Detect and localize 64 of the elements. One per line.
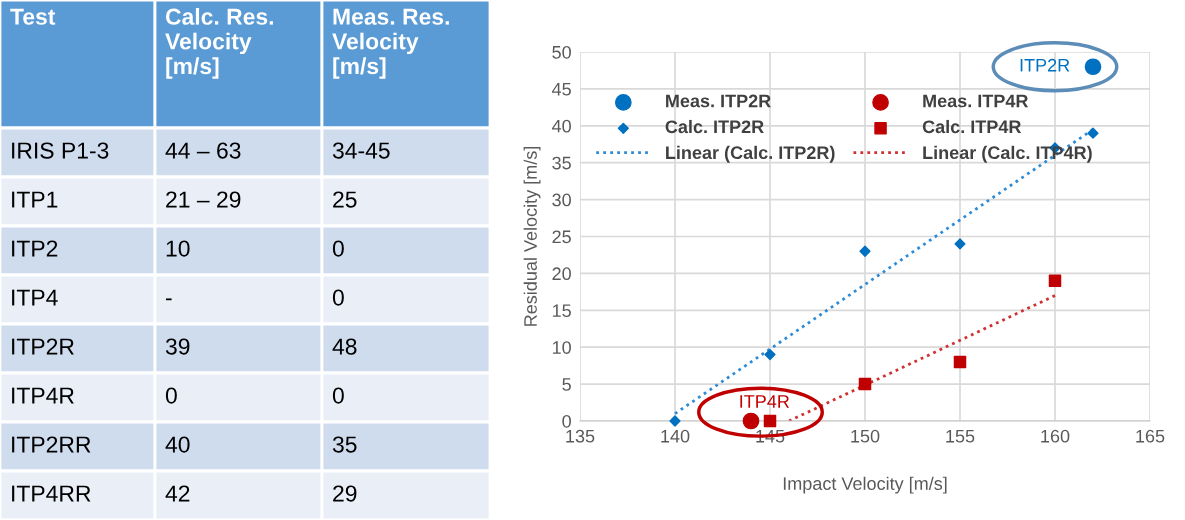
text: Test <box>10 8 56 25</box>
x-tick-label: 160 <box>1041 429 1070 443</box>
legend-label: Meas. ITP4R <box>923 94 1029 108</box>
text: ITP4 <box>12 289 58 306</box>
y-tick-label: 15 <box>552 304 571 318</box>
y-tick-label: 45 <box>552 83 571 96</box>
text: ITP2RR <box>12 436 91 453</box>
legend-label: Calc. ITP2R <box>665 119 764 134</box>
x-tick-label: 165 <box>1136 429 1165 443</box>
point <box>859 245 871 257</box>
text: 39 <box>165 338 190 355</box>
text: IRIS P1-3 <box>12 142 109 159</box>
text: Calc. Res. Velocity [m/s] <box>165 8 273 79</box>
y-tick-label: 30 <box>552 193 571 207</box>
annotation: ITP4R <box>740 395 790 408</box>
y-tick-label: 5 <box>562 378 571 391</box>
text: ITP4R <box>12 387 74 404</box>
y-tick-label: 0 <box>562 414 571 428</box>
y-tick-label: 25 <box>552 230 571 244</box>
text: 35 <box>332 436 357 453</box>
text: ITP2R <box>12 338 74 355</box>
text: 44 – 63 <box>165 142 241 159</box>
legend-label: Linear (Calc. ITP4R) <box>923 145 1092 163</box>
text: - <box>166 298 172 301</box>
text: 34-45 <box>332 142 390 159</box>
point <box>742 412 760 430</box>
text: 29 <box>333 485 357 502</box>
text: 10 <box>166 240 190 257</box>
y-tick-label: 20 <box>552 267 571 281</box>
text: ITP4RR <box>12 485 91 502</box>
x-axis-title: Impact Velocity [m/s] <box>783 476 947 494</box>
y-axis-title: Residual Velocity [m/s] <box>523 146 541 326</box>
point <box>764 348 776 361</box>
annotation: ITP2R <box>1020 58 1070 72</box>
text: 42 <box>165 485 190 502</box>
text: 0 <box>332 289 344 306</box>
text: 48 <box>332 338 357 355</box>
text: 25 <box>333 191 357 208</box>
text: 0 <box>165 387 177 404</box>
y-tick-label: 10 <box>552 341 571 354</box>
y-tick-label: 40 <box>552 119 571 133</box>
text: Meas. Res. Velocity [m/s] <box>332 8 449 79</box>
text: 21 – 29 <box>166 191 241 208</box>
x-tick-label: 140 <box>661 429 690 443</box>
point <box>954 238 966 250</box>
text: ITP1 <box>12 191 58 208</box>
legend-label: Meas. ITP2R <box>666 94 771 108</box>
point <box>1048 274 1062 288</box>
text: 0 <box>332 387 344 404</box>
point <box>1084 58 1102 76</box>
point <box>763 414 777 428</box>
x-tick-label: 135 <box>566 429 595 443</box>
point <box>953 355 967 369</box>
text: ITP2 <box>12 240 58 257</box>
text: 0 <box>332 240 344 257</box>
point <box>1087 127 1099 139</box>
y-tick-label: 35 <box>552 156 571 170</box>
point <box>858 377 872 391</box>
x-tick-label: 150 <box>851 429 880 443</box>
legend-label: Linear (Calc. ITP2R) <box>666 145 835 163</box>
y-tick-label: 50 <box>552 45 571 59</box>
text: 40 <box>165 436 190 453</box>
x-tick-label: 155 <box>946 430 975 443</box>
legend-label: Calc. ITP4R <box>922 119 1022 134</box>
